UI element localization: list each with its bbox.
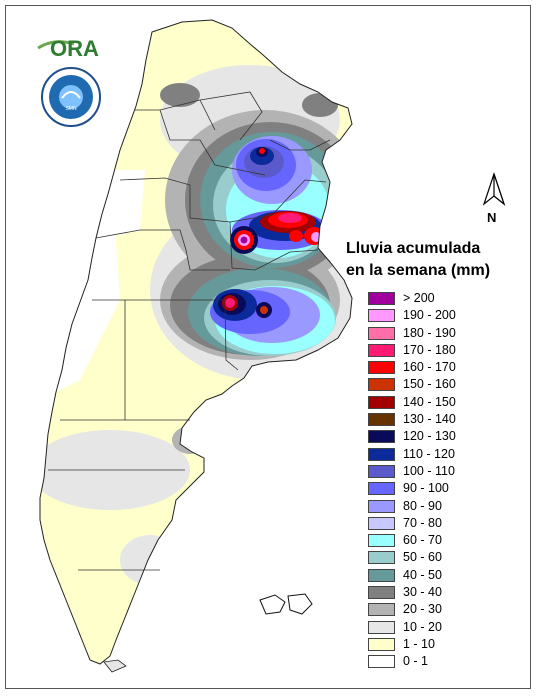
smn-logo: SMN bbox=[41, 67, 101, 127]
legend-title: Lluvia acumulada en la semana (mm) bbox=[346, 238, 526, 282]
legend-item: 170 - 180 bbox=[368, 342, 518, 359]
zone-0-1-center bbox=[95, 170, 145, 240]
svg-text:SMN: SMN bbox=[65, 106, 77, 112]
legend-item: 1 - 10 bbox=[368, 636, 518, 653]
zone-30-40-c bbox=[160, 83, 200, 107]
legend-label: 110 - 120 bbox=[403, 446, 455, 461]
legend-swatch bbox=[368, 430, 395, 444]
legend-swatch bbox=[368, 343, 395, 357]
legend-label: 90 - 100 bbox=[403, 481, 449, 496]
legend-swatch bbox=[368, 516, 395, 530]
legend-title-line2: en la semana (mm) bbox=[346, 262, 491, 279]
ora-logo: ORA bbox=[37, 36, 99, 60]
legend-label: 150 - 160 bbox=[403, 377, 456, 392]
legend-label: 190 - 200 bbox=[403, 308, 456, 323]
north-arrow-icon bbox=[482, 172, 506, 206]
legend-item: 190 - 200 bbox=[368, 307, 518, 324]
legend-item: 40 - 50 bbox=[368, 567, 518, 584]
legend-label: > 200 bbox=[403, 291, 435, 305]
legend-item: 120 - 130 bbox=[368, 428, 518, 445]
legend-item: 10 - 20 bbox=[368, 619, 518, 636]
legend-swatch bbox=[368, 586, 395, 600]
legend-item: 110 - 120 bbox=[368, 446, 518, 463]
legend-item: 0 - 1 bbox=[368, 653, 518, 670]
zone-30-40-d bbox=[302, 93, 338, 117]
zone-20-30-c bbox=[172, 426, 208, 454]
province-boundaries bbox=[48, 91, 331, 571]
legend-label: 160 - 170 bbox=[403, 360, 456, 375]
legend-item: 30 - 40 bbox=[368, 584, 518, 601]
zone-10-20-south bbox=[120, 535, 180, 585]
legend-item: 80 - 90 bbox=[368, 498, 518, 515]
legend-swatch bbox=[368, 326, 395, 340]
legend-label: 1 - 10 bbox=[403, 636, 435, 651]
legend-label: 120 - 130 bbox=[403, 429, 456, 444]
zone-gt200-d bbox=[240, 236, 248, 244]
north-label: N bbox=[487, 210, 497, 225]
legend-item: 20 - 30 bbox=[368, 601, 518, 618]
legend-item: 50 - 60 bbox=[368, 549, 518, 566]
legend-label: 50 - 60 bbox=[403, 550, 442, 565]
legend-label: 100 - 110 bbox=[403, 463, 455, 478]
legend-swatch bbox=[368, 292, 395, 305]
legend-label: 0 - 1 bbox=[403, 654, 429, 669]
svg-text:ORA: ORA bbox=[50, 36, 99, 60]
legend-item: 90 - 100 bbox=[368, 480, 518, 497]
legend-label: 30 - 40 bbox=[403, 585, 442, 600]
zone-160-170-f bbox=[289, 230, 303, 242]
legend-swatch bbox=[368, 361, 395, 375]
legend-swatch bbox=[368, 603, 395, 617]
legend-swatch bbox=[368, 482, 395, 496]
legend-item: 150 - 160 bbox=[368, 376, 518, 393]
legend-title-line1: Lluvia acumulada bbox=[346, 240, 481, 257]
legend-swatch bbox=[368, 447, 395, 461]
zone-170-180-c bbox=[278, 213, 302, 223]
legend-swatch bbox=[368, 413, 395, 427]
legend-swatch bbox=[368, 534, 395, 548]
legend-swatch bbox=[368, 551, 395, 565]
legend-item: 60 - 70 bbox=[368, 532, 518, 549]
legend-swatch bbox=[368, 499, 395, 513]
legend-item: > 200 bbox=[368, 290, 518, 307]
rainfall-contours bbox=[40, 65, 352, 585]
legend-item: 70 - 80 bbox=[368, 515, 518, 532]
legend-label: 130 - 140 bbox=[403, 412, 456, 427]
legend-swatch bbox=[368, 395, 395, 409]
legend-item: 160 - 170 bbox=[368, 359, 518, 376]
legend-label: 80 - 90 bbox=[403, 498, 442, 513]
legend-item: 180 - 190 bbox=[368, 325, 518, 342]
legend-item: 100 - 110 bbox=[368, 463, 518, 480]
map-frame bbox=[5, 5, 531, 689]
legend-label: 40 - 50 bbox=[403, 567, 442, 582]
legend-label: 60 - 70 bbox=[403, 533, 442, 548]
legend-swatch bbox=[368, 637, 395, 651]
legend-item: 140 - 150 bbox=[368, 394, 518, 411]
legend-label: 180 - 190 bbox=[403, 325, 456, 340]
legend-swatch bbox=[368, 378, 395, 392]
legend-label: 20 - 30 bbox=[403, 602, 442, 617]
legend-swatch bbox=[368, 620, 395, 634]
legend-swatch bbox=[368, 309, 395, 323]
zone-170-180-g bbox=[225, 298, 235, 308]
legend-label: 10 - 20 bbox=[403, 619, 442, 634]
zone-150-160-h bbox=[260, 306, 268, 314]
malvinas-islands bbox=[259, 593, 313, 615]
legend-label: 170 - 180 bbox=[403, 342, 456, 357]
legend-swatch bbox=[368, 655, 395, 669]
legend: > 200 190 - 200 180 - 190 170 - 180 160 - 17… bbox=[368, 290, 518, 671]
legend-item: 130 - 140 bbox=[368, 411, 518, 428]
tierra-del-fuego bbox=[103, 659, 127, 673]
legend-label: 140 - 150 bbox=[403, 394, 456, 409]
legend-label: 70 - 80 bbox=[403, 515, 442, 530]
legend-swatch bbox=[368, 464, 395, 478]
zone-160-170-peak1 bbox=[259, 148, 265, 154]
legend-swatch bbox=[368, 568, 395, 582]
